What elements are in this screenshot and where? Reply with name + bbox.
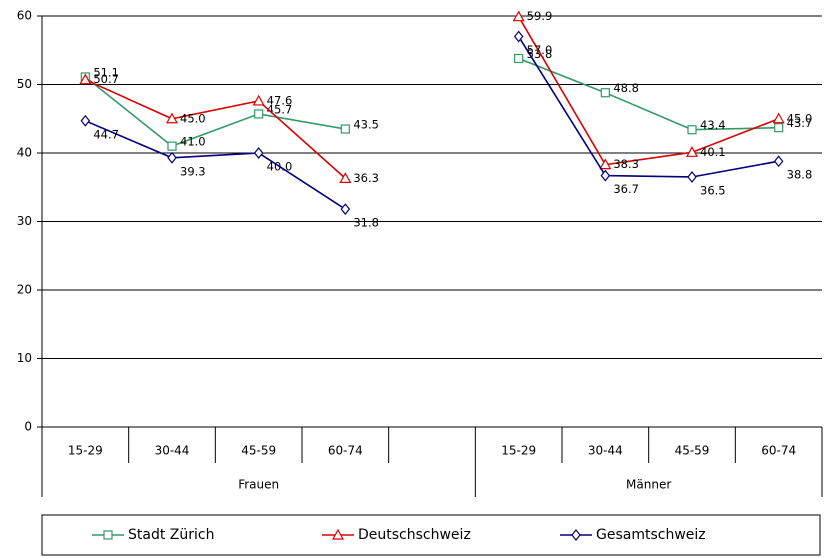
legend-label: Deutschschweiz — [358, 527, 471, 543]
marker — [513, 30, 524, 43]
legend-label: Gesamtschweiz — [596, 527, 706, 543]
y-tick-label: 30 — [17, 214, 32, 228]
legend-marker — [571, 529, 581, 541]
data-label: 38.8 — [787, 168, 813, 182]
data-label: 53.8 — [527, 47, 553, 61]
data-label: 40.1 — [700, 145, 726, 159]
y-tick-label: 10 — [17, 351, 32, 365]
legend-label: Stadt Zürich — [128, 527, 214, 543]
series-line — [84, 76, 346, 148]
marker — [685, 146, 699, 157]
data-label: 43.4 — [700, 118, 726, 132]
marker — [340, 124, 350, 134]
marker — [253, 147, 264, 159]
data-label: 40.0 — [267, 160, 293, 174]
x-tick-label: 15-29 — [68, 444, 103, 458]
data-label: 57.0 — [527, 43, 553, 57]
marker — [773, 155, 784, 168]
x-tick-label: 60-74 — [328, 444, 363, 458]
data-label: 38.3 — [613, 157, 639, 171]
y-tick-label: 40 — [17, 146, 32, 160]
data-label: 59.9 — [527, 9, 553, 23]
group-label: Männer — [626, 478, 671, 492]
data-label: 36.5 — [700, 183, 726, 197]
marker — [254, 109, 264, 119]
marker — [165, 112, 179, 124]
data-label: 44.7 — [93, 127, 119, 141]
y-tick-label: 60 — [17, 9, 32, 23]
marker — [687, 125, 697, 135]
series-line — [518, 57, 779, 131]
data-label: 48.8 — [613, 81, 639, 95]
marker — [687, 171, 697, 183]
data-label: 45.0 — [787, 111, 813, 125]
marker — [600, 169, 611, 182]
data-label: 45.0 — [180, 111, 206, 125]
x-tick-label: 45-59 — [241, 444, 276, 458]
x-tick-label: 15-29 — [501, 444, 536, 458]
data-label: 51.1 — [93, 65, 119, 79]
marker — [252, 94, 265, 106]
series-line — [517, 36, 779, 178]
marker — [599, 158, 612, 170]
y-tick-label: 20 — [17, 283, 32, 297]
marker — [167, 151, 177, 164]
group-label: Frauen — [238, 478, 279, 492]
marker — [340, 203, 351, 216]
marker — [339, 172, 352, 183]
x-tick-label: 30-44 — [588, 444, 623, 458]
data-label: 39.3 — [180, 164, 206, 178]
data-label: 41.0 — [180, 135, 206, 149]
data-label: 36.7 — [613, 182, 639, 196]
data-label: 50.7 — [93, 72, 119, 86]
data-label: 47.6 — [267, 93, 293, 107]
marker — [79, 73, 92, 85]
x-tick-label: 60-74 — [761, 444, 796, 458]
legend-box — [41, 514, 821, 556]
marker — [772, 112, 785, 124]
data-label: 31.8 — [353, 216, 379, 230]
marker — [167, 141, 177, 151]
legend-marker — [103, 530, 113, 540]
series-line — [85, 120, 346, 210]
x-tick-label: 45-59 — [675, 444, 710, 458]
data-label: 36.3 — [353, 171, 379, 185]
series-line — [85, 78, 346, 179]
legend-marker — [331, 528, 345, 540]
marker — [80, 114, 91, 127]
data-label: 43.5 — [353, 118, 379, 132]
marker — [514, 53, 524, 64]
marker — [512, 10, 525, 22]
data-label: 43.7 — [787, 116, 813, 130]
marker — [774, 123, 784, 133]
y-tick-label: 50 — [17, 77, 32, 91]
x-tick-label: 30-44 — [155, 444, 190, 458]
marker — [600, 88, 610, 98]
y-tick-label: 0 — [24, 420, 32, 434]
series-line — [517, 16, 779, 166]
